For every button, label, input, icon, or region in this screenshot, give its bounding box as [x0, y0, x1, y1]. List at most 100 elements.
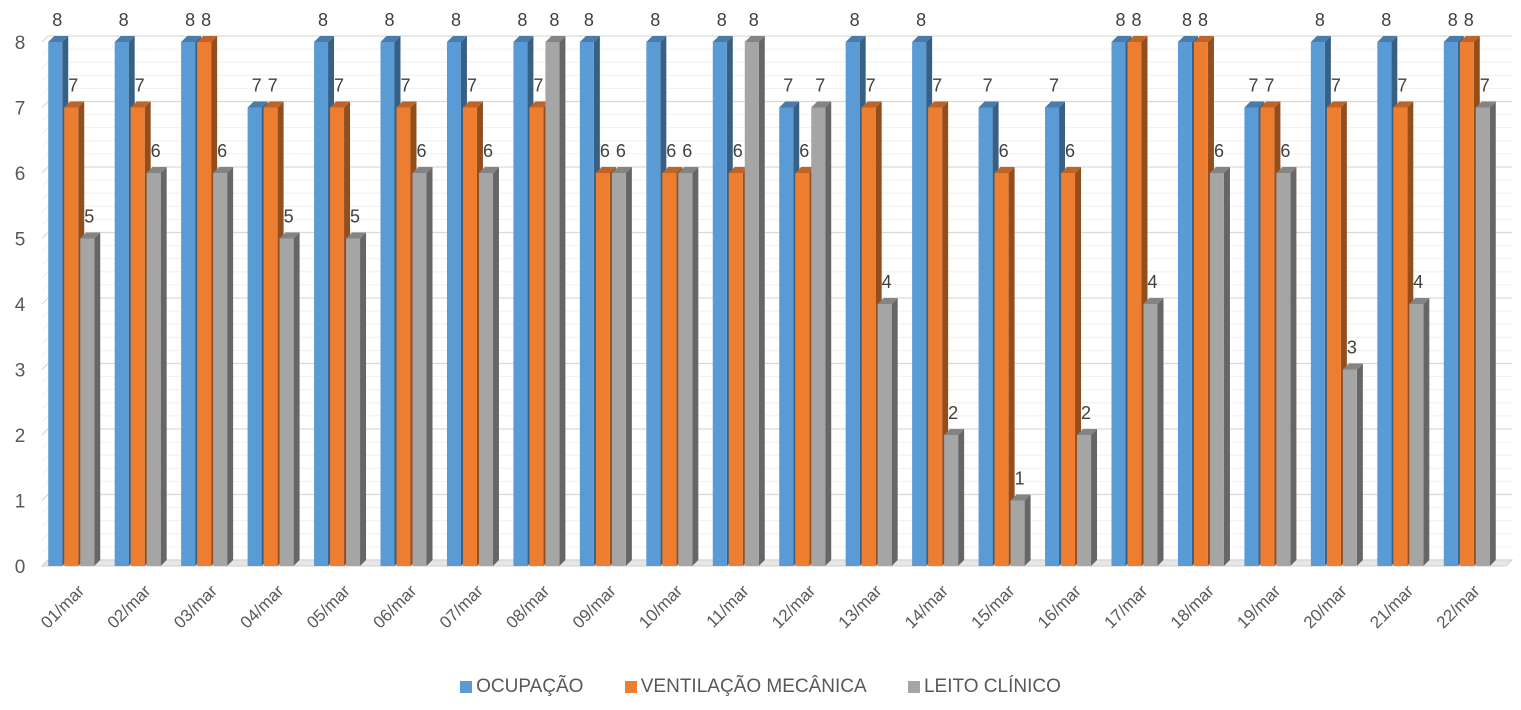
legend-swatch-ventilacao	[624, 681, 637, 693]
bar	[545, 36, 566, 566]
gridline-major	[41, 428, 1512, 436]
data-label: 7	[400, 76, 410, 96]
bar-front	[1342, 369, 1357, 566]
data-label: 8	[1448, 10, 1458, 30]
data-label: 7	[815, 76, 825, 96]
bar-front	[1310, 42, 1325, 566]
x-tick-label: 17/mar	[1100, 581, 1151, 632]
bars	[48, 36, 1496, 566]
gridline-major	[41, 362, 1512, 370]
bar-top	[595, 167, 616, 173]
bar-top	[330, 101, 351, 108]
y-tick-label: 0	[15, 557, 26, 578]
bar-top	[1377, 36, 1398, 42]
legend-swatch-ocupacao	[460, 681, 473, 693]
data-label: 7	[68, 76, 78, 96]
bar	[994, 167, 1015, 566]
bar-front	[744, 42, 759, 566]
bar-side	[1024, 494, 1031, 566]
bar-top	[380, 36, 401, 42]
data-label: 6	[600, 141, 610, 161]
data-label: 8	[517, 10, 527, 30]
bar-front	[146, 173, 161, 566]
bar-front	[80, 238, 95, 566]
bar-front	[1077, 435, 1092, 566]
gridline-minor	[41, 415, 1512, 423]
bar-top	[811, 101, 832, 108]
bar-top	[795, 167, 816, 173]
legend: OCUPAÇÃO VENTILAÇÃO MECÂNICA LEITO CLÍNI…	[0, 676, 1521, 698]
x-tick-label: 04/mar	[237, 581, 288, 632]
bar-front	[529, 107, 544, 566]
data-label: 7	[135, 76, 145, 96]
bar	[146, 167, 167, 566]
bar-top	[1409, 298, 1430, 304]
bar-top	[396, 101, 417, 108]
bar-front	[263, 107, 278, 566]
data-label: 6	[799, 141, 809, 161]
bar-side	[1423, 298, 1430, 566]
data-label: 6	[1065, 141, 1075, 161]
bar-top	[678, 167, 699, 173]
data-label: 7	[1248, 76, 1258, 96]
gridline-minor	[41, 74, 1512, 82]
x-tick-label: 08/mar	[502, 581, 553, 632]
bar-front	[1045, 107, 1060, 566]
bar	[944, 429, 965, 566]
bar-front	[279, 238, 294, 566]
bar-side	[891, 298, 898, 566]
bar-top	[579, 36, 600, 42]
bar-front	[662, 173, 677, 566]
data-label: 7	[1049, 76, 1059, 96]
x-tick-label: 03/mar	[170, 581, 221, 632]
bar-front	[861, 107, 876, 566]
bar-front	[1143, 304, 1158, 566]
bar-front	[1127, 42, 1142, 566]
bar	[478, 167, 499, 566]
x-tick-label: 07/mar	[436, 581, 487, 632]
legend-swatch-leito	[907, 681, 920, 693]
gridline-major	[41, 297, 1512, 305]
data-label: 8	[1315, 10, 1325, 30]
x-tick-label: 21/mar	[1366, 581, 1417, 632]
data-label: 5	[284, 207, 294, 227]
gridlines	[40, 35, 1514, 567]
gridline-major	[41, 100, 1512, 108]
bar-top	[978, 101, 999, 108]
bar-side	[1356, 363, 1363, 566]
data-label: 8	[52, 10, 62, 30]
data-label: 8	[1131, 10, 1141, 30]
gridline-minor	[41, 179, 1512, 187]
bar-top	[744, 36, 765, 42]
gridline-minor	[41, 349, 1512, 357]
data-label: 8	[384, 10, 394, 30]
bar-top	[1177, 36, 1198, 42]
gridline-minor	[41, 61, 1512, 69]
bar	[412, 167, 433, 566]
y-tick-label: 6	[15, 164, 26, 185]
bar-side	[1223, 167, 1230, 566]
legend-item-leito: LEITO CLÍNICO	[907, 676, 1061, 698]
bar-side	[160, 167, 167, 566]
bar-top	[1209, 167, 1230, 173]
bar-side	[1489, 101, 1496, 566]
bar-top	[611, 167, 632, 173]
data-label: 8	[850, 10, 860, 30]
bar-top	[662, 167, 683, 173]
x-tick-label: 12/mar	[768, 581, 819, 632]
gridline-minor	[41, 114, 1512, 121]
data-label: 6	[999, 141, 1009, 161]
x-tick-label: 09/mar	[569, 581, 620, 632]
bar-front	[728, 173, 743, 566]
bar-top	[130, 101, 151, 108]
gridline-minor	[41, 323, 1512, 331]
bar-front	[513, 42, 528, 566]
bar-top	[1143, 298, 1164, 304]
bar	[1475, 101, 1496, 566]
data-label: 7	[1331, 76, 1341, 96]
bar-top	[412, 167, 433, 173]
y-tick-label: 1	[15, 492, 26, 513]
bar-front	[380, 42, 395, 566]
x-tick-label: 22/mar	[1433, 581, 1484, 632]
data-label: 7	[1397, 76, 1407, 96]
